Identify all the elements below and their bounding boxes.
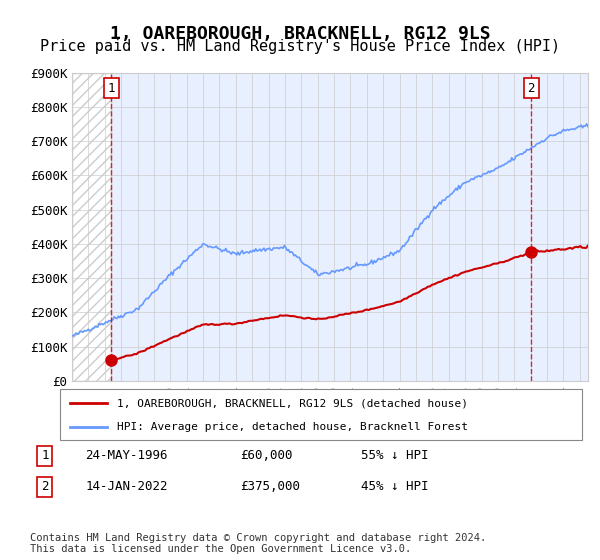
Text: Price paid vs. HM Land Registry's House Price Index (HPI): Price paid vs. HM Land Registry's House … bbox=[40, 39, 560, 54]
Text: 24-MAY-1996: 24-MAY-1996 bbox=[85, 450, 168, 463]
Text: 2: 2 bbox=[41, 480, 49, 493]
Text: 45% ↓ HPI: 45% ↓ HPI bbox=[361, 480, 428, 493]
Text: 1: 1 bbox=[107, 82, 115, 95]
Text: 1: 1 bbox=[41, 450, 49, 463]
Text: 1, OAREBOROUGH, BRACKNELL, RG12 9LS (detached house): 1, OAREBOROUGH, BRACKNELL, RG12 9LS (det… bbox=[118, 398, 469, 408]
Text: HPI: Average price, detached house, Bracknell Forest: HPI: Average price, detached house, Brac… bbox=[118, 422, 469, 432]
Bar bbox=[72, 73, 111, 381]
FancyBboxPatch shape bbox=[60, 389, 582, 440]
Text: Contains HM Land Registry data © Crown copyright and database right 2024.
This d: Contains HM Land Registry data © Crown c… bbox=[30, 533, 486, 554]
Text: £375,000: £375,000 bbox=[240, 480, 300, 493]
Text: 2: 2 bbox=[527, 82, 535, 95]
Text: £60,000: £60,000 bbox=[240, 450, 292, 463]
Text: 14-JAN-2022: 14-JAN-2022 bbox=[85, 480, 168, 493]
Text: 55% ↓ HPI: 55% ↓ HPI bbox=[361, 450, 428, 463]
Text: 1, OAREBOROUGH, BRACKNELL, RG12 9LS: 1, OAREBOROUGH, BRACKNELL, RG12 9LS bbox=[110, 25, 490, 43]
